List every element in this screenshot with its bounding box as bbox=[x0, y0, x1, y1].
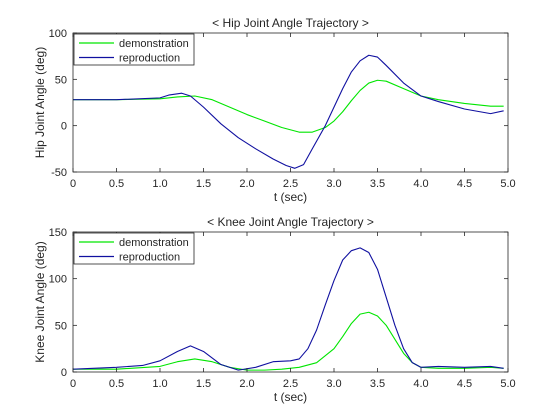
hip-xtick-label: 2.5 bbox=[283, 178, 298, 190]
hip-series-reproduction-line bbox=[73, 54, 504, 169]
hip-xtick-label: 3.0 bbox=[326, 178, 341, 190]
knee-ytick-label: 100 bbox=[49, 274, 67, 286]
hip-xtick-label: 2.0 bbox=[239, 178, 254, 190]
knee-legend-label-demonstration: demonstration bbox=[119, 237, 189, 249]
knee-legend: demonstration reproduction bbox=[73, 232, 195, 265]
knee-ytick-label: 150 bbox=[49, 227, 67, 239]
hip-xtick-label: 4.0 bbox=[413, 178, 428, 190]
knee-xtick-label: 1.5 bbox=[196, 378, 211, 390]
knee-legend-label-reproduction: reproduction bbox=[119, 252, 180, 264]
knee-chart: 0 0.5 1.0 1.5 2.0 2.5 3.0 3.5 4.0 4.5 5.0 0 50 100 150… bbox=[33, 215, 516, 404]
hip-x-axis-label: t (sec) bbox=[274, 190, 307, 204]
hip-xtick-label: 0.5 bbox=[109, 178, 124, 190]
knee-series-reproduction-line bbox=[73, 247, 504, 371]
knee-y-axis-label: Knee Joint Angle (deg) bbox=[33, 241, 47, 362]
hip-xtick-label: 1.5 bbox=[196, 178, 211, 190]
hip-legend-label-demonstration: demonstration bbox=[119, 38, 189, 50]
knee-xtick-label: 4.5 bbox=[457, 378, 472, 390]
hip-legend: demonstration reproduction bbox=[73, 33, 195, 66]
hip-chart: 0 0.5 1.0 1.5 2.0 2.5 3.0 3.5 4.0 4.5 5.0-50050100… bbox=[33, 16, 516, 204]
knee-xtick-label: 5.0 bbox=[500, 378, 515, 390]
knee-xtick-label: 1.0 bbox=[152, 378, 167, 390]
knee-xtick-label: 0.5 bbox=[109, 378, 124, 390]
hip-y-axis-label: Hip Joint Angle (deg) bbox=[33, 47, 47, 158]
knee-ytick-label: 50 bbox=[55, 320, 67, 332]
knee-xtick-label: 4.0 bbox=[413, 378, 428, 390]
hip-xtick-label: 0 bbox=[70, 178, 76, 190]
hip-ytick-label: 0 bbox=[61, 121, 67, 133]
hip-legend-label-reproduction: reproduction bbox=[119, 53, 180, 65]
knee-xtick-label: 0 bbox=[70, 378, 76, 390]
knee-xtick-label: 2.5 bbox=[283, 378, 298, 390]
hip-ytick-label: 50 bbox=[55, 74, 67, 86]
hip-ytick-label: 100 bbox=[49, 28, 67, 40]
hip-xtick-label: 1.0 bbox=[152, 178, 167, 190]
knee-xtick-label: 2.0 bbox=[239, 378, 254, 390]
knee-ytick-label: 0 bbox=[61, 367, 67, 379]
hip-ytick-label: -50 bbox=[51, 167, 67, 179]
hip-xtick-label: 3.5 bbox=[370, 178, 385, 190]
knee-chart-title: < Knee Joint Angle Trajectory > bbox=[207, 215, 374, 229]
knee-legend-box bbox=[73, 232, 195, 265]
hip-xtick-label: 4.5 bbox=[457, 178, 472, 190]
knee-x-axis-label: t (sec) bbox=[274, 390, 307, 404]
knee-xtick-label: 3.0 bbox=[326, 378, 341, 390]
knee-xtick-label: 3.5 bbox=[370, 378, 385, 390]
hip-series-demonstration-line bbox=[73, 79, 504, 133]
hip-legend-box bbox=[73, 33, 195, 66]
hip-chart-title: < Hip Joint Angle Trajectory > bbox=[212, 16, 369, 30]
hip-xtick-label: 5.0 bbox=[500, 178, 515, 190]
